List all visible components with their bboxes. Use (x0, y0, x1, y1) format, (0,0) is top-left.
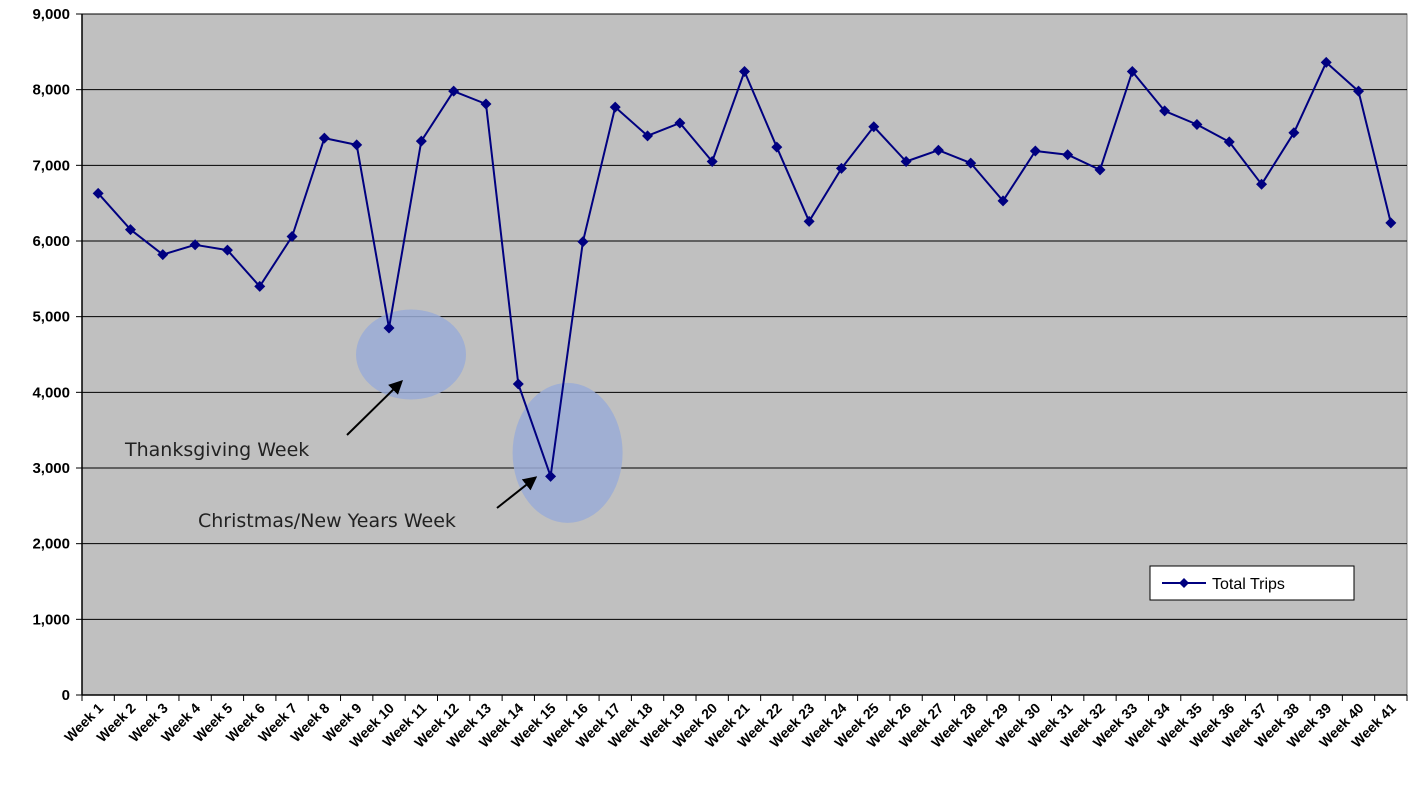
data-point (642, 130, 654, 142)
data-point (1062, 149, 1074, 161)
data-point (965, 157, 977, 169)
data-point (1256, 178, 1268, 190)
legend: Total Trips (1149, 565, 1355, 601)
y-tick-label: 6,000 (32, 233, 70, 250)
gridlines (82, 13, 1407, 620)
y-tick-label: 2,000 (32, 536, 70, 553)
data-point (997, 195, 1009, 207)
y-tick-label: 4,000 (32, 384, 70, 401)
data-point (932, 144, 944, 156)
series-layer (92, 56, 1397, 482)
data-point (577, 236, 589, 248)
data-point (124, 224, 136, 236)
y-tick-label: 8,000 (32, 82, 70, 99)
data-point (609, 101, 621, 113)
legend-label: Total Trips (1212, 576, 1285, 593)
data-point (318, 132, 330, 144)
highlight-ellipse (356, 309, 467, 400)
data-point (480, 98, 492, 110)
data-point (1126, 66, 1138, 78)
data-point (803, 215, 815, 227)
data-point (415, 135, 427, 147)
highlight-ellipses (356, 309, 623, 523)
annotation-arrow (496, 476, 538, 509)
data-point (835, 162, 847, 174)
data-point (1320, 56, 1332, 68)
data-point (1159, 105, 1171, 117)
data-point (221, 244, 233, 256)
data-point (286, 230, 298, 242)
y-tick-label: 5,000 (32, 309, 70, 326)
annotations: Thanksgiving Week Christmas/New Years Wee… (124, 380, 538, 532)
data-point (448, 85, 460, 97)
data-point (1191, 118, 1203, 130)
data-point (1288, 127, 1300, 139)
data-point (1353, 85, 1365, 97)
data-point (189, 239, 201, 251)
data-point (739, 66, 750, 78)
data-point (92, 187, 104, 199)
data-point (157, 249, 169, 261)
data-point (254, 280, 266, 292)
y-tick-label: 0 (62, 687, 70, 704)
data-point (1223, 136, 1235, 148)
data-point (868, 121, 880, 133)
data-point (1094, 164, 1106, 176)
data-point (900, 156, 912, 168)
data-point (1029, 145, 1041, 157)
data-point (383, 322, 395, 334)
data-point (1385, 217, 1397, 229)
data-point (674, 117, 686, 129)
data-point (545, 470, 557, 482)
annotation-arrow (346, 380, 403, 436)
legend-marker (1179, 578, 1189, 588)
annotation-text: Christmas/New Years Week (198, 510, 456, 532)
annotation-text: Thanksgiving Week (124, 439, 309, 461)
y-tick-label: 9,000 (32, 6, 70, 23)
y-tick-label: 7,000 (32, 157, 70, 174)
data-point (512, 378, 524, 390)
data-point (351, 139, 363, 151)
y-tick-label: 1,000 (32, 611, 70, 628)
data-point (771, 141, 783, 153)
y-tick-label: 3,000 (32, 460, 70, 477)
data-point (706, 156, 718, 168)
highlight-ellipse (512, 382, 623, 523)
